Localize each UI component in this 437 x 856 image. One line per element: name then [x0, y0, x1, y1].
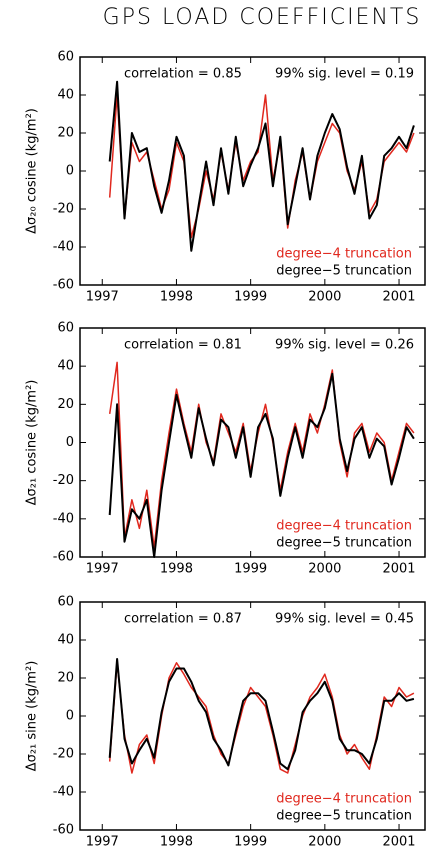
series-line: [108, 372, 415, 558]
annotation: 99% sig. level = 0.19: [275, 67, 414, 82]
y-tick-label: -60: [53, 823, 74, 838]
plot-frame: [79, 601, 426, 831]
y-tick-label: 60: [57, 50, 74, 65]
figure-title: GPS LOAD COEFFICIENTS: [103, 5, 422, 30]
x-tick-label: 1998: [160, 290, 193, 305]
legend-entry: degree−5 truncation: [276, 809, 412, 824]
plot-frame: [79, 327, 426, 558]
legend-entry: degree−4 truncation: [276, 247, 412, 262]
y-tick-label: -20: [53, 202, 74, 217]
y-tick-label: 0: [66, 435, 74, 450]
y-tick-label: -60: [53, 278, 74, 293]
y-tick-label: 40: [57, 88, 74, 103]
legend-entry: degree−5 truncation: [276, 264, 412, 279]
x-tick-label: 1997: [86, 835, 119, 850]
y-tick-label: 0: [66, 709, 74, 724]
y-tick-label: -40: [53, 511, 74, 526]
x-tick-label: 1997: [86, 290, 119, 305]
legend-entry: degree−4 truncation: [276, 519, 412, 534]
x-tick-label: 1998: [160, 835, 193, 850]
y-tick-label: 20: [57, 397, 74, 412]
legend-entry: degree−4 truncation: [276, 792, 412, 807]
annotation: correlation = 0.81: [124, 338, 242, 353]
y-tick-label: -40: [53, 240, 74, 255]
y-tick-label: 20: [57, 126, 74, 141]
plot-frame: [79, 56, 426, 286]
y-tick-label: -20: [53, 747, 74, 762]
y-tick-label: -40: [53, 785, 74, 800]
y-tick-label: 20: [57, 671, 74, 686]
y-tick-label: 40: [57, 633, 74, 648]
y-tick-label: 60: [57, 595, 74, 610]
x-tick-label: 1998: [160, 562, 193, 577]
x-tick-label: 2000: [308, 290, 341, 305]
y-tick-label: -20: [53, 473, 74, 488]
annotation: 99% sig. level = 0.45: [275, 612, 414, 627]
x-tick-label: 1999: [234, 562, 267, 577]
y-axis-label: Δσ₂₁ cosine (kg/m²): [25, 380, 40, 506]
x-tick-label: 1999: [234, 290, 267, 305]
x-tick-label: 2001: [382, 835, 415, 850]
x-tick-label: 2001: [382, 290, 415, 305]
x-tick-label: 2000: [308, 562, 341, 577]
legend-entry: degree−5 truncation: [276, 536, 412, 551]
x-tick-label: 2001: [382, 562, 415, 577]
y-axis-label: Δσ₂₀ cosine (kg/m²): [25, 108, 40, 234]
series-line: [108, 658, 415, 771]
annotation: correlation = 0.87: [124, 612, 242, 627]
y-tick-label: 40: [57, 359, 74, 374]
x-tick-label: 1999: [234, 835, 267, 850]
y-tick-label: -60: [53, 550, 74, 565]
y-tick-label: 0: [66, 164, 74, 179]
annotation: 99% sig. level = 0.26: [275, 338, 414, 353]
annotation: correlation = 0.85: [124, 67, 242, 82]
y-tick-label: 60: [57, 321, 74, 336]
x-tick-label: 1997: [86, 562, 119, 577]
series-line: [108, 80, 415, 252]
y-axis-label: Δσ₂₁ sine (kg/m²): [25, 661, 40, 772]
x-tick-label: 2000: [308, 835, 341, 850]
